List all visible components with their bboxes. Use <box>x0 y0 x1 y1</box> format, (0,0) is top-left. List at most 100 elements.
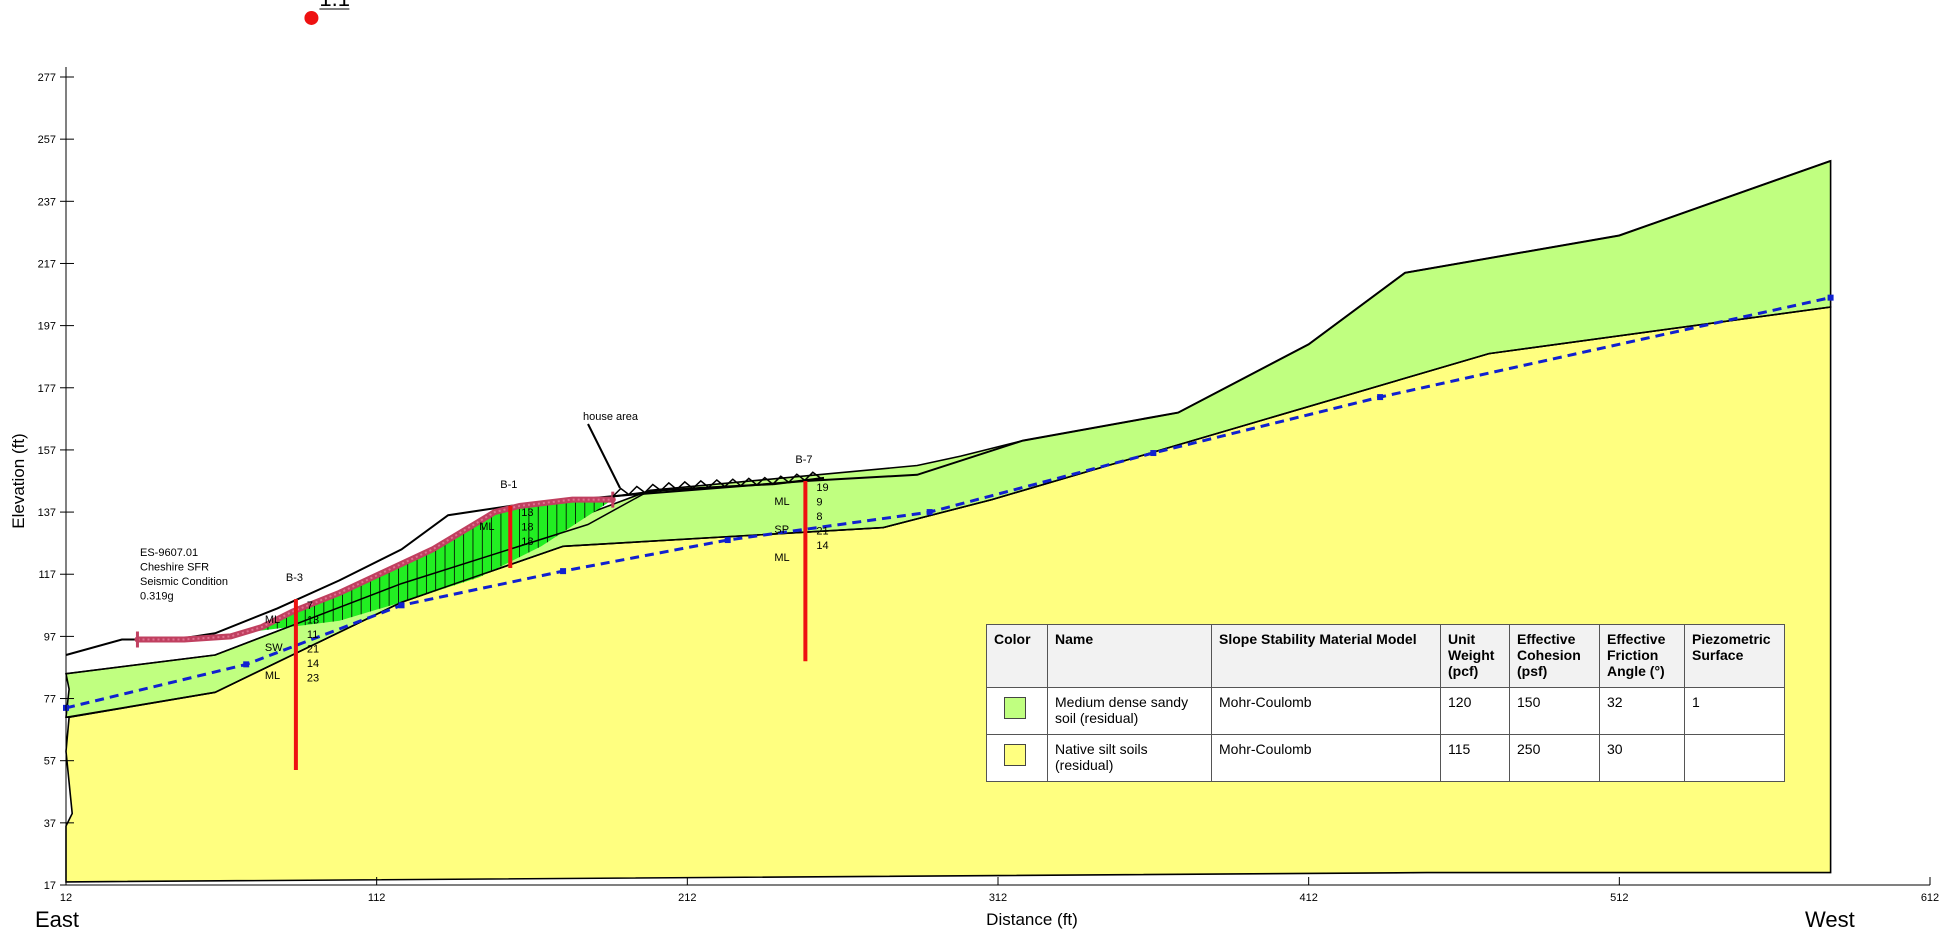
title-block-line: Seismic Condition <box>140 576 228 588</box>
header-friction: Effective Friction Angle (°) <box>1599 624 1685 688</box>
blow-count: 14 <box>816 540 828 552</box>
y-tick-label: 17 <box>44 880 56 892</box>
blow-count: 23 <box>307 673 319 685</box>
header-piezo: Piezometric Surface <box>1684 624 1785 688</box>
y-tick-label: 117 <box>38 569 56 581</box>
stratum-label: ML <box>774 496 789 508</box>
house-area-label: house area <box>583 411 639 423</box>
blow-count: 21 <box>307 644 319 656</box>
blow-count: 13 <box>307 615 319 627</box>
material-swatch <box>1004 697 1026 719</box>
material-unit-weight: 120 <box>1440 687 1510 735</box>
y-tick-label: 277 <box>38 72 56 84</box>
blow-count: 18 <box>521 521 533 533</box>
y-tick-label: 217 <box>38 258 56 270</box>
blow-count: 18 <box>521 536 533 548</box>
y-tick-label: 57 <box>44 756 56 768</box>
piezometric-node <box>243 661 250 668</box>
title-block-line: 0.319g <box>140 591 174 603</box>
material-model: Mohr-Coulomb <box>1211 687 1441 735</box>
west-label: West <box>1805 907 1855 931</box>
material-cohesion: 250 <box>1509 734 1600 782</box>
materials-header-row: Color Name Slope Stability Material Mode… <box>986 624 1785 688</box>
x-tick-label: 412 <box>1299 892 1317 904</box>
factor-of-safety-label: 1.1 <box>319 0 350 11</box>
y-tick-label: 137 <box>38 507 56 519</box>
header-model: Slope Stability Material Model <box>1211 624 1441 688</box>
piezometric-node <box>398 602 405 609</box>
x-tick-label: 12 <box>60 892 72 904</box>
y-tick-label: 37 <box>44 818 56 830</box>
stratum-label: ML <box>265 614 280 626</box>
y-tick-label: 237 <box>38 196 56 208</box>
blow-count: 21 <box>816 526 828 538</box>
header-unit-weight: Unit Weight (pcf) <box>1440 624 1510 688</box>
blow-count: 13 <box>521 507 533 519</box>
layer-boundary-line <box>65 489 651 675</box>
house-truss <box>612 471 822 498</box>
blow-count: 9 <box>816 497 822 509</box>
piezometric-node <box>560 568 567 575</box>
title-block-line: Cheshire SFR <box>140 562 209 574</box>
x-tick-label: 512 <box>1610 892 1628 904</box>
header-cohesion: Effective Cohesion (psf) <box>1509 624 1600 688</box>
x-tick-label: 212 <box>678 892 696 904</box>
boring-label: B-3 <box>286 572 303 584</box>
piezometric-node <box>1827 294 1834 301</box>
house-area-pointer <box>587 423 621 489</box>
title-block-line: ES-9607.01 <box>140 547 198 559</box>
y-tick-label: 97 <box>44 631 56 643</box>
material-row: Native silt soils (residual) Mohr-Coulom… <box>986 734 1785 782</box>
y-axis-title: Elevation (ft) <box>9 433 28 528</box>
material-color-cell <box>986 734 1048 782</box>
material-piezo <box>1684 734 1785 782</box>
material-name: Medium dense sandy soil (residual) <box>1047 687 1212 735</box>
piezometric-node <box>926 509 933 516</box>
material-row: Medium dense sandy soil (residual) Mohr-… <box>986 687 1785 735</box>
y-tick-label: 197 <box>38 321 56 333</box>
profile-lines <box>63 159 1834 718</box>
boring-label: B-1 <box>500 479 517 491</box>
x-tick-label: 612 <box>1921 892 1939 904</box>
header-color: Color <box>986 624 1048 688</box>
slip-center-marker <box>304 10 319 25</box>
blow-count: 11 <box>307 629 318 641</box>
material-friction: 30 <box>1599 734 1685 782</box>
stratum-label: SP <box>774 524 789 536</box>
stratum-label: ML <box>265 670 280 682</box>
y-tick-label: 157 <box>38 445 56 457</box>
y-tick-label: 177 <box>38 383 56 395</box>
east-label: East <box>35 907 79 931</box>
material-color-cell <box>986 687 1048 735</box>
piezometric-node <box>1150 450 1157 457</box>
material-swatch <box>1004 744 1026 766</box>
x-tick-label: 312 <box>989 892 1007 904</box>
stratum-label: ML <box>479 521 494 533</box>
material-friction: 32 <box>1599 687 1685 735</box>
material-model: Mohr-Coulomb <box>1211 734 1441 782</box>
material-piezo: 1 <box>1684 687 1785 735</box>
y-tick-label: 77 <box>44 694 56 706</box>
x-tick-label: 112 <box>368 892 386 904</box>
piezometric-node <box>724 537 731 544</box>
slip-surface-beads <box>137 498 613 641</box>
material-cohesion: 150 <box>1509 687 1600 735</box>
piezometric-line <box>65 296 1831 710</box>
x-axis-title: Distance (ft) <box>986 910 1078 929</box>
stratum-label: ML <box>774 552 789 564</box>
slip-slices <box>137 499 613 640</box>
slip-mass <box>137 499 613 640</box>
blow-count: 19 <box>816 482 828 494</box>
y-tick-label: 257 <box>38 134 56 146</box>
piezometric-node <box>1377 394 1384 401</box>
borings: B-3 7 13 11 21 14 23 ML SW ML B-1 13 18 18 ML B-7 19 9 8 21… <box>265 454 829 771</box>
boring-label: B-7 <box>795 454 812 466</box>
annotations: 1.1 ES-9607.01 Cheshire SFR Seismic Conditi… <box>140 0 639 603</box>
blow-count: 14 <box>307 658 319 670</box>
blow-count: 8 <box>816 511 822 523</box>
material-name: Native silt soils (residual) <box>1047 734 1212 782</box>
material-unit-weight: 115 <box>1440 734 1510 782</box>
materials-table: Color Name Slope Stability Material Mode… <box>986 624 1785 782</box>
